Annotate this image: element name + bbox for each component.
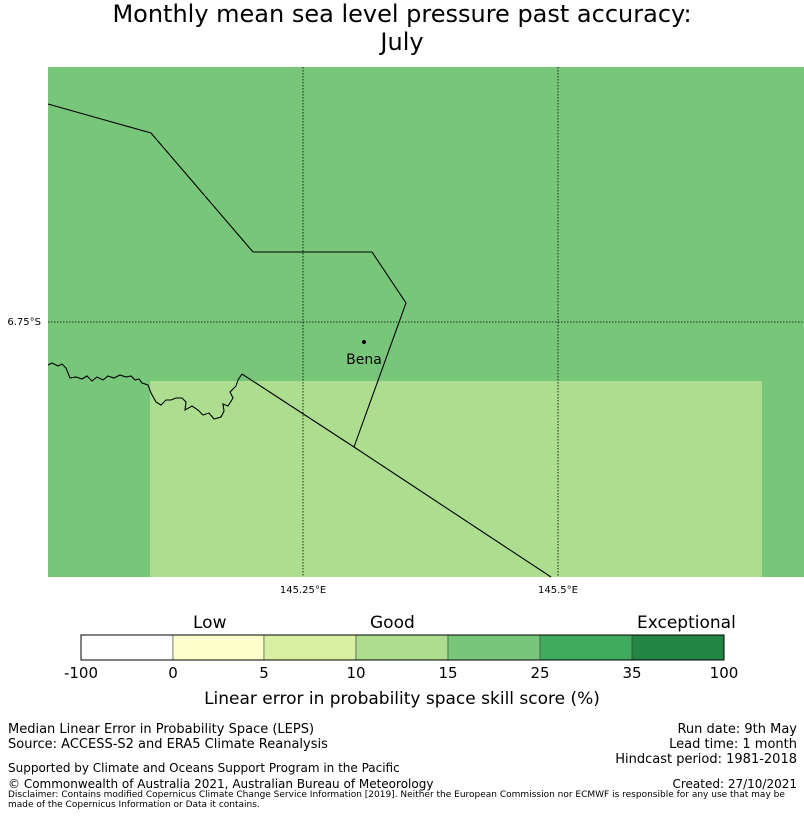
colorbar-tick: 25	[530, 664, 550, 682]
colorbar-tick: 0	[168, 664, 178, 682]
footer-hindcast: Hindcast period: 1981-2018	[615, 752, 797, 767]
footer-right: Run date: 9th May Lead time: 1 month Hin…	[615, 722, 797, 767]
colorbar-segment-2	[172, 634, 265, 661]
colorbar-label-good: Good	[370, 613, 415, 633]
colorbar-segment-5	[447, 634, 541, 661]
footer-source: Source: ACCESS-S2 and ERA5 Climate Reana…	[8, 737, 328, 752]
colorbar-tick: 100	[709, 664, 739, 682]
footer-created: Created: 27/10/2021	[672, 777, 797, 791]
colorbar	[80, 634, 725, 661]
colorbar-label-low: Low	[193, 613, 227, 633]
title-line-2: July	[380, 28, 424, 56]
map-title: Monthly mean sea level pressure past acc…	[0, 0, 804, 56]
footer-copyright: © Commonwealth of Australia 2021, Austra…	[8, 777, 434, 791]
colorbar-segment-4	[355, 634, 449, 661]
footer-method: Median Linear Error in Probability Space…	[8, 722, 315, 737]
colorbar-segment-3	[263, 634, 357, 661]
colorbar-tick: 10	[346, 664, 366, 682]
colorbar-label-exceptional: Exceptional	[637, 613, 736, 633]
colorbar-segment-7	[631, 634, 725, 661]
colorbar-segment-6	[539, 634, 633, 661]
lat-label-6-75: 6.75°S	[7, 317, 41, 328]
colorbar-tick: -100	[63, 664, 99, 682]
lon-label-145-5: 145.5°E	[538, 585, 578, 596]
colorbar-tick: 15	[438, 664, 458, 682]
footer-left: Median Linear Error in Probability Space…	[8, 722, 328, 752]
colorbar-tick: 35	[622, 664, 642, 682]
title-line-1: Monthly mean sea level pressure past acc…	[112, 0, 692, 28]
colorbar-title: Linear error in probability space skill …	[204, 689, 600, 709]
footer-supported: Supported by Climate and Oceans Support …	[8, 761, 400, 775]
bena-label: Bena	[346, 352, 382, 368]
province-border-north	[47, 103, 407, 448]
colorbar-tick: 5	[259, 664, 269, 682]
bena-marker	[362, 340, 366, 344]
footer-run-date: Run date: 9th May	[677, 722, 797, 737]
footer-disclaimer: Disclaimer: Contains modified Copernicus…	[8, 790, 785, 810]
skill-region-good-low	[150, 381, 762, 577]
colorbar-segment-1	[80, 634, 174, 661]
colorbar-frame	[80, 634, 725, 661]
province-border-south	[241, 373, 552, 578]
footer-lead-time: Lead time: 1 month	[669, 737, 797, 752]
river-border	[47, 362, 243, 420]
lon-label-145-25: 145.25°E	[280, 585, 326, 596]
